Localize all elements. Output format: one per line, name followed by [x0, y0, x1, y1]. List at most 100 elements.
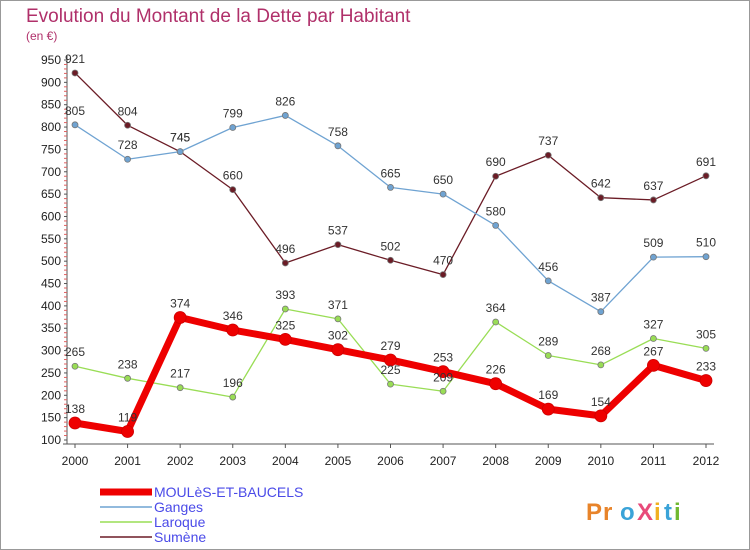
data-point — [647, 358, 660, 372]
y-tick-label: 250 — [41, 366, 61, 380]
y-tick-label: 150 — [41, 411, 61, 425]
data-point — [71, 121, 79, 129]
data-label: 650 — [433, 173, 453, 187]
data-label: 580 — [486, 204, 506, 218]
y-tick-label: 700 — [41, 165, 61, 179]
y-tick-label: 400 — [41, 299, 61, 313]
data-label: 327 — [643, 318, 663, 332]
data-label: 279 — [380, 339, 400, 353]
data-label: 238 — [118, 357, 138, 371]
data-point — [124, 121, 131, 129]
x-tick-label: 2010 — [587, 454, 614, 468]
data-point — [594, 409, 608, 423]
x-tick-label: 2011 — [641, 454, 667, 468]
data-label: 169 — [538, 388, 558, 402]
data-point — [492, 172, 500, 180]
data-point — [387, 256, 394, 264]
x-tick-label: 2004 — [272, 454, 299, 468]
data-point — [281, 112, 289, 119]
data-point — [439, 387, 447, 395]
chart-unit: (en €) — [26, 29, 57, 43]
data-label: 346 — [223, 309, 243, 323]
data-point — [387, 380, 394, 388]
legend-label: Ganges — [154, 499, 203, 515]
data-point — [229, 186, 237, 194]
data-label: 209 — [433, 370, 453, 384]
series-layer — [68, 69, 713, 438]
x-tick-label: 2000 — [62, 454, 89, 468]
data-label: 305 — [696, 327, 716, 341]
x-tick-label: 2002 — [167, 454, 194, 468]
data-point — [702, 253, 710, 261]
data-label: 660 — [223, 169, 243, 183]
data-label: 253 — [433, 351, 453, 365]
data-label: 826 — [275, 94, 295, 108]
y-tick-label: 300 — [41, 344, 61, 358]
data-point — [650, 335, 657, 342]
x-tick-label: 2005 — [325, 454, 352, 468]
data-label: 387 — [591, 291, 611, 305]
logo-letter: X — [637, 499, 653, 526]
data-label: 217 — [170, 367, 190, 381]
data-label: 804 — [118, 104, 138, 118]
data-label: 745 — [170, 131, 190, 145]
data-point — [541, 402, 555, 416]
logo-letter: t — [664, 499, 672, 526]
data-label: 325 — [275, 318, 295, 332]
data-label: 267 — [643, 344, 663, 358]
data-point — [597, 194, 605, 202]
data-label: 119 — [118, 411, 137, 425]
data-point — [71, 69, 79, 77]
data-label: 502 — [380, 239, 400, 253]
data-label: 921 — [65, 52, 85, 66]
data-label: 456 — [538, 260, 558, 274]
data-point — [439, 190, 447, 198]
data-point — [699, 374, 713, 387]
y-tick-label: 850 — [41, 98, 61, 112]
data-label: 138 — [65, 402, 85, 416]
data-label: 154 — [591, 395, 611, 409]
data-label: 196 — [223, 376, 243, 390]
data-label: 758 — [328, 125, 348, 139]
data-label: 805 — [65, 104, 85, 118]
data-point — [334, 142, 342, 150]
data-point — [544, 151, 552, 159]
axes: 100 150 200 250 300 350 400 450 500 550 600 650 700 7… — [41, 53, 720, 468]
y-tick-label: 450 — [41, 277, 61, 291]
data-label: 225 — [380, 363, 400, 377]
data-point — [334, 315, 342, 323]
data-point — [229, 124, 237, 131]
data-label: 745 — [170, 131, 190, 145]
data-point — [436, 365, 450, 379]
data-point — [331, 343, 345, 357]
x-tick-label: 2007 — [430, 454, 457, 468]
data-point — [281, 305, 289, 313]
data-label: 496 — [275, 242, 295, 256]
chart-title: Evolution du Montant de la Dette par Hab… — [26, 6, 411, 27]
data-point — [439, 271, 447, 278]
data-point — [173, 311, 187, 324]
data-label: 665 — [380, 166, 400, 180]
data-point — [278, 333, 292, 346]
data-point — [281, 259, 289, 267]
data-point — [492, 318, 500, 326]
y-tick-label: 500 — [41, 254, 61, 268]
data-point — [229, 393, 237, 401]
x-tick-label: 2009 — [535, 454, 562, 468]
data-point — [489, 377, 503, 391]
data-point — [71, 362, 79, 370]
data-point — [650, 196, 657, 204]
data-point — [176, 148, 184, 156]
x-tick-label: 2012 — [693, 454, 720, 468]
y-tick-label: 200 — [41, 388, 61, 402]
data-label: 289 — [538, 335, 558, 349]
data-label: 364 — [486, 301, 506, 315]
data-label: 537 — [328, 224, 348, 238]
data-label: 371 — [328, 298, 348, 312]
data-point — [334, 241, 342, 249]
data-point — [226, 323, 240, 337]
data-label: 691 — [696, 155, 716, 169]
